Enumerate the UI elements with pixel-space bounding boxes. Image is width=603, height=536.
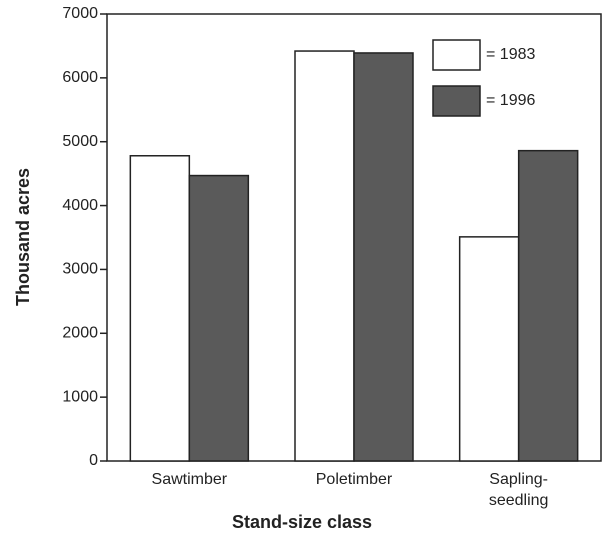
legend-swatch xyxy=(432,39,481,71)
y-tick-label: 4000 xyxy=(62,197,98,214)
bar xyxy=(458,236,520,462)
legend-swatch xyxy=(432,85,481,117)
y-axis-label: Thousand acres xyxy=(13,168,33,306)
bar xyxy=(294,50,355,462)
y-tick-label: 0 xyxy=(89,452,98,469)
y-tick-label: 5000 xyxy=(62,133,98,150)
x-axis-label: Stand-size class xyxy=(232,512,372,532)
y-tick-label: 2000 xyxy=(62,325,98,342)
y-tick-label: 6000 xyxy=(62,69,98,86)
x-tick-label: Poletimber xyxy=(315,471,393,488)
bar xyxy=(129,155,191,462)
legend-label: = 1996 xyxy=(486,92,535,109)
y-tick-label: 1000 xyxy=(62,388,98,405)
bar xyxy=(353,52,414,462)
y-tick-label: 7000 xyxy=(62,5,98,22)
legend-label: = 1983 xyxy=(486,46,535,63)
x-tick-label: Sawtimber xyxy=(151,471,228,488)
y-tick-label: 3000 xyxy=(62,261,98,278)
x-tick-label: Sapling- seedling xyxy=(488,471,549,509)
bar xyxy=(517,149,579,462)
bar xyxy=(188,174,250,462)
